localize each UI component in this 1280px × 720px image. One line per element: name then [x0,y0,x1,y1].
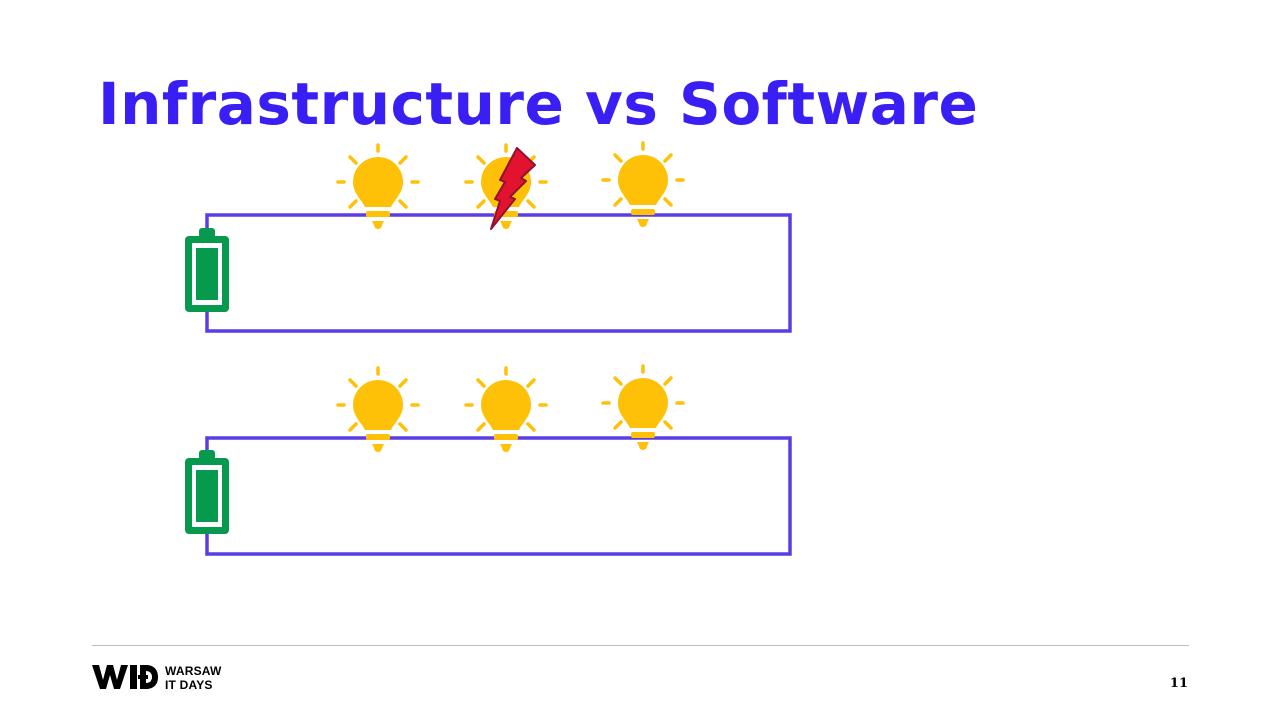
lightning-bolt-icon [490,147,536,230]
logo-wordmark: WARSAW IT DAYS [165,664,222,692]
logo-line-1: WARSAW [165,664,222,678]
wid-logo-icon [92,665,158,689]
logo-line-2: IT DAYS [165,678,213,692]
circuit-2 [185,364,792,556]
battery-icon [185,450,229,534]
circuit-1 [185,141,792,333]
slide-title: Infrastructure vs Software [98,70,979,138]
circuit-wire [205,213,792,333]
page-number: 11 [1169,676,1188,691]
battery-icon [185,228,229,312]
circuit-wire [205,436,792,556]
footer-divider [92,645,1189,646]
